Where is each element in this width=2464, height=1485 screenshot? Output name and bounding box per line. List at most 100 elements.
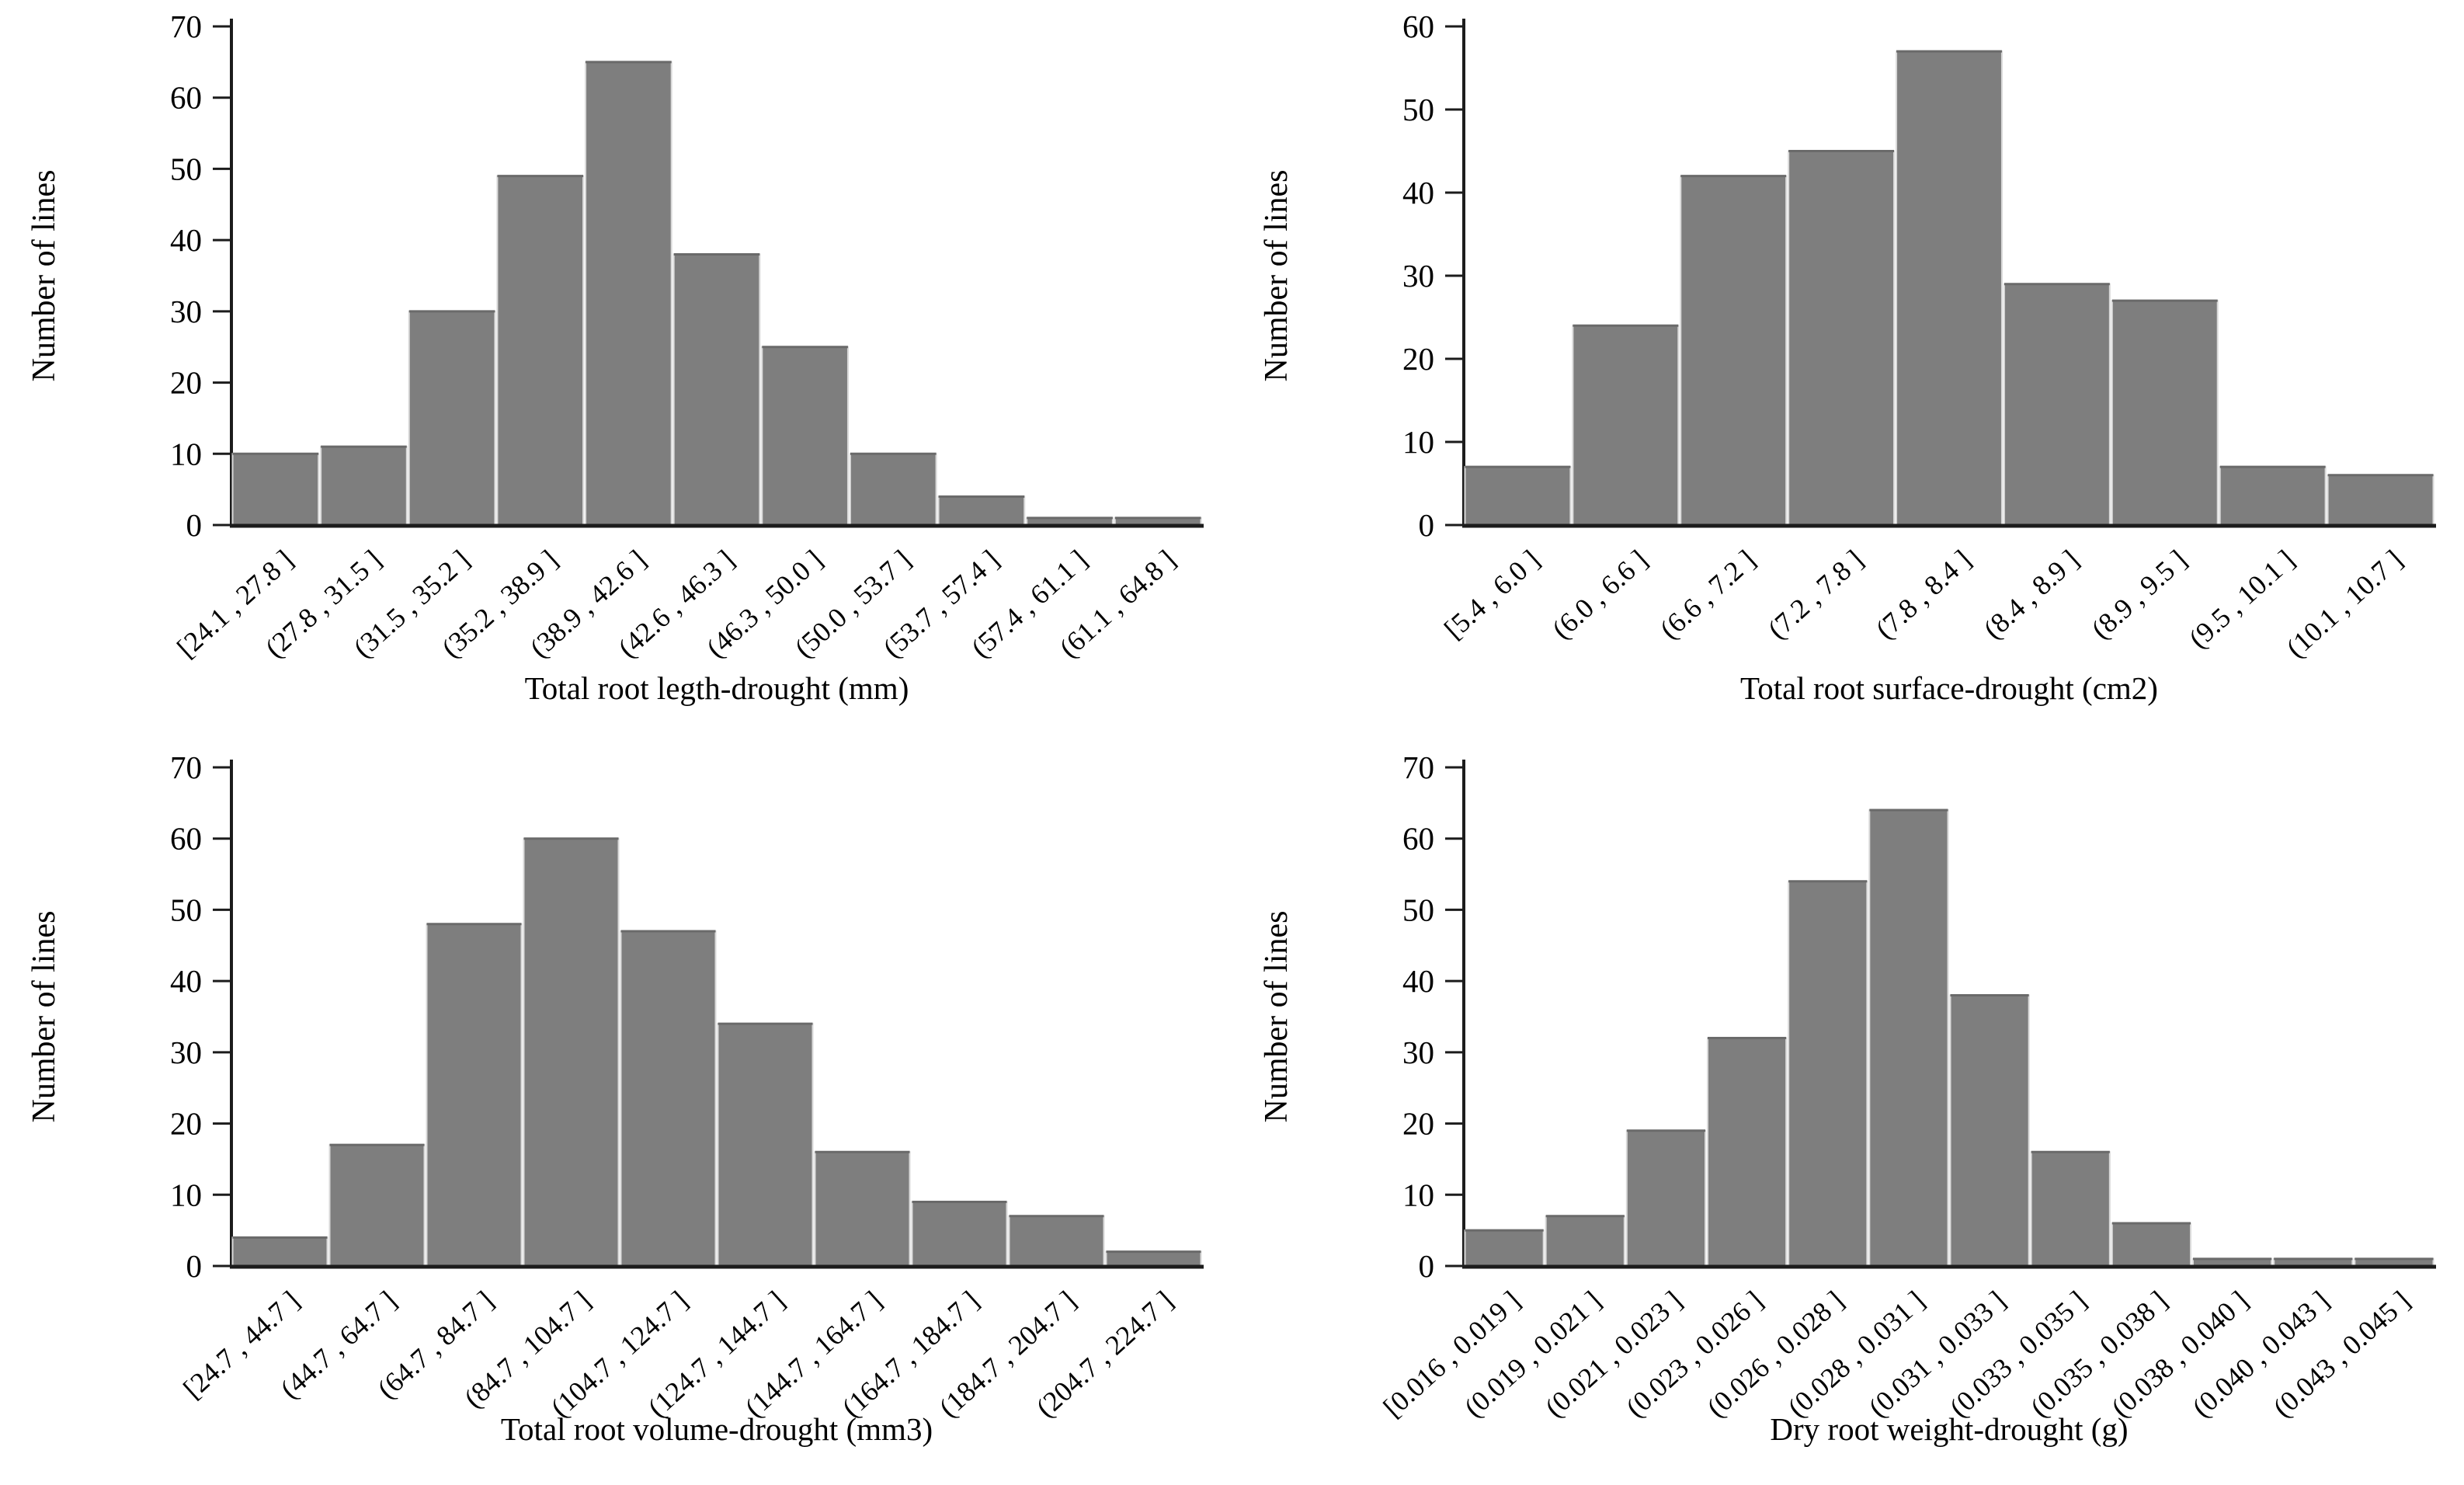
chart-title: Dry root weight-drought (g): [1770, 1411, 2128, 1447]
x-bin-label: (8.9 , 9.5 ]: [2085, 544, 2192, 645]
y-tick-label: 60: [170, 821, 202, 857]
histogram-bar: [849, 453, 937, 526]
histogram-bar: [1868, 809, 1949, 1268]
histogram-bar: [2327, 474, 2434, 526]
histogram-bar: [1625, 1129, 1707, 1267]
x-bin-label: (0.023 , 0.026 ]: [1620, 1285, 1769, 1423]
histogram-bar: [523, 837, 620, 1267]
x-bin-label: (0.019 , 0.021 ]: [1458, 1285, 1607, 1423]
chart-title: Total root legth-drought (mm): [525, 670, 909, 706]
x-bin-label: (0.043 , 0.045 ]: [2267, 1285, 2416, 1423]
histogram-bar: [1788, 150, 1896, 526]
chart-cell-bottom-right: Number of lines 0 10 20 30 40 50 60 70 [0.016 , 0…: [1232, 741, 2464, 1481]
x-bin-label: (0.021 , 0.023 ]: [1539, 1285, 1688, 1423]
y-tick-label: 10: [1402, 424, 1434, 460]
y-tick-label: 40: [1402, 175, 1434, 210]
chart-cell-top-right: Number of lines 0 10 20 30 40 50 60 [5.4 , 6.0 ]…: [1232, 0, 2464, 740]
histogram-bar: [1707, 1037, 1788, 1267]
histogram-bar: [1788, 880, 1868, 1267]
y-tick-label: 0: [1419, 507, 1435, 543]
chart-cell-bottom-left: Number of lines 0 10 20 30 40 50 60 70 [24.7 , 44…: [0, 741, 1232, 1481]
y-tick-label: 60: [1402, 821, 1434, 857]
y-tick-label: 30: [1402, 258, 1434, 294]
histogram-bar: [496, 175, 585, 526]
histogram-bar: [2111, 1222, 2192, 1268]
histogram-bar: [1545, 1215, 1625, 1267]
histogram-bar: [408, 310, 496, 526]
y-tick-label: 70: [170, 749, 202, 785]
histogram-bar: [231, 453, 320, 526]
y-tick-label: 30: [170, 294, 202, 329]
x-bin-label: (7.8 , 8.4 ]: [1870, 544, 1977, 645]
y-axis-title: Number of lines: [1259, 911, 1295, 1123]
x-bin-label: (0.031 , 0.033 ]: [1863, 1285, 2012, 1423]
x-bin-label: (0.038 , 0.040 ]: [2105, 1285, 2254, 1423]
y-tick-label: 30: [1402, 1035, 1434, 1070]
x-bin-label: (10.1 , 10.7 ]: [2280, 544, 2408, 663]
x-bin-label: (0.026 , 0.028 ]: [1701, 1285, 1850, 1423]
x-bin-label: (0.028 , 0.031 ]: [1781, 1285, 1931, 1423]
histogram-bar: [1680, 175, 1788, 526]
y-tick-label: 20: [170, 1106, 202, 1142]
x-bin-label: (6.6 , 7.2 ]: [1654, 544, 1761, 645]
chart-title: Total root volume-drought (mm3): [501, 1411, 933, 1447]
histogram-bar: [814, 1151, 911, 1267]
y-tick-label: 60: [170, 80, 202, 116]
y-tick-label: 40: [1402, 963, 1434, 999]
histogram-bar: [328, 1144, 426, 1267]
y-tick-label: 70: [170, 9, 202, 44]
x-bin-label: (0.040 , 0.043 ]: [2186, 1285, 2335, 1423]
y-tick-label: 10: [1402, 1177, 1434, 1212]
histogram-bar: [585, 61, 672, 527]
y-tick-label: 50: [1402, 892, 1434, 927]
histogram-bar: [1572, 325, 1680, 526]
x-bin-label: (0.033 , 0.035 ]: [1944, 1285, 2093, 1423]
y-tick-label: 40: [170, 963, 202, 999]
y-tick-label: 60: [1402, 9, 1434, 44]
x-bin-label: [0.016 , 0.019 ]: [1378, 1285, 1527, 1423]
histogram-bar: [320, 446, 408, 526]
y-tick-label: 10: [170, 436, 202, 471]
y-axis-title: Number of lines: [1259, 170, 1295, 382]
chart-cell-top-left: Number of lines 0 10 20 30 40 50 60 70 [24.1 , 27…: [0, 0, 1232, 740]
y-tick-label: 10: [170, 1177, 202, 1212]
y-tick-label: 50: [170, 892, 202, 927]
x-bin-label: [5.4 , 6.0 ]: [1438, 544, 1545, 645]
y-axis-title: Number of lines: [26, 911, 62, 1123]
y-tick-label: 30: [170, 1035, 202, 1070]
histogram-bar: [2003, 283, 2111, 526]
y-tick-label: 0: [1419, 1248, 1435, 1284]
x-bin-label: (0.035 , 0.038 ]: [2024, 1285, 2174, 1423]
y-axis-title: Number of lines: [26, 170, 62, 382]
y-tick-label: 70: [1402, 749, 1434, 785]
y-tick-label: 50: [170, 151, 202, 186]
histogram-bar: [1949, 994, 2030, 1267]
histogram-root-surface: Number of lines 0 10 20 30 40 50 60 [5.4 , 6.0 ]…: [1259, 9, 2436, 706]
histogram-root-weight: Number of lines 0 10 20 30 40 50 60 70 [0.016 , 0…: [1259, 749, 2436, 1447]
y-tick-label: 50: [1402, 92, 1434, 127]
histogram-bar: [426, 923, 523, 1267]
histogram-bar: [1896, 50, 2003, 527]
chart-title: Total root surface-drought (cm2): [1740, 670, 2158, 706]
x-bin-label: (6.0 , 6.6 ]: [1546, 544, 1653, 645]
y-tick-label: 40: [170, 222, 202, 258]
y-tick-label: 0: [186, 507, 203, 543]
histogram-bar: [672, 253, 761, 526]
histogram-bar: [1008, 1215, 1105, 1267]
x-bin-label: (7.2 , 7.8 ]: [1762, 544, 1869, 645]
histogram-bar: [937, 496, 1026, 526]
histogram-bar: [1464, 1229, 1545, 1268]
y-tick-label: 20: [170, 365, 202, 401]
histogram-bar: [620, 930, 717, 1267]
histogram-bar: [911, 1201, 1008, 1268]
y-tick-label: 20: [1402, 1106, 1434, 1142]
histogram-bar: [2030, 1151, 2111, 1267]
histogram-bar: [717, 1023, 814, 1267]
y-tick-label: 0: [186, 1248, 203, 1284]
histogram-bar: [761, 346, 849, 527]
y-tick-label: 20: [1402, 341, 1434, 377]
histogram-bar: [231, 1236, 328, 1267]
